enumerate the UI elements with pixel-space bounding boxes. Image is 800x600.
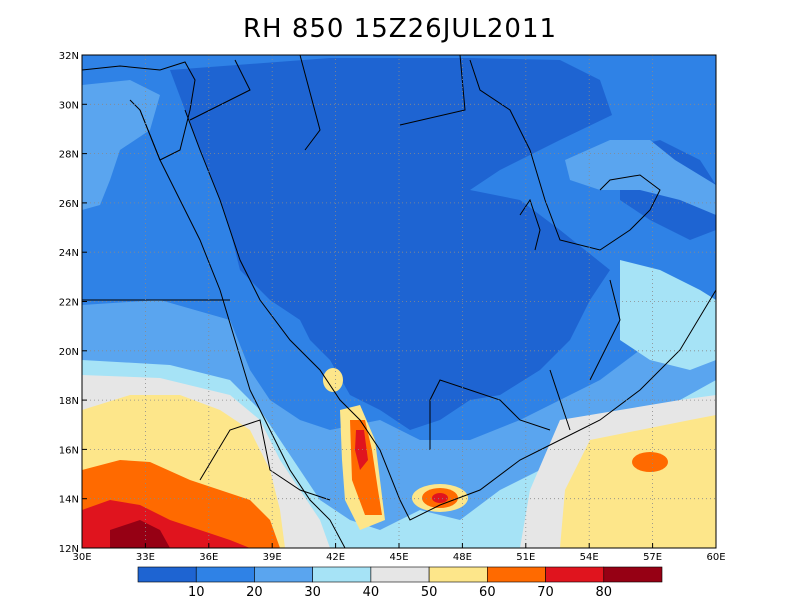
rh-20-30-patch-northeast: [565, 140, 716, 215]
colorbar-level-label: 20: [246, 585, 263, 600]
colorbar-level-label: 60: [479, 585, 496, 600]
lat-tick-label: 12N: [59, 544, 79, 555]
rh-70-80-patch-yemen: [432, 493, 448, 503]
lat-tick-label: 24N: [59, 248, 79, 259]
colorbar-swatch: [254, 566, 313, 583]
lat-tick-label: 14N: [59, 495, 79, 506]
lat-tick-label: 16N: [59, 445, 79, 456]
lon-tick-label: 45E: [389, 552, 408, 563]
colorbar-swatch: [137, 566, 197, 583]
rh-10-20-region: [170, 58, 612, 430]
lon-tick-label: 30E: [72, 552, 91, 563]
colorbar-swatch: [195, 566, 255, 583]
gridlines: [82, 55, 716, 548]
lat-tick-label: 30N: [59, 100, 79, 111]
colorbar-labels: 10 20 30 40 50 60 70 80: [188, 585, 612, 600]
rh-70-80-redsea: [355, 430, 368, 470]
lat-tick-label: 32N: [59, 51, 79, 62]
colorbar-level-label: 30: [304, 585, 321, 600]
lat-tick-label: 26N: [59, 199, 79, 210]
colorbar-level-label: 80: [596, 585, 613, 600]
lon-tick-label: 60E: [706, 552, 725, 563]
lon-tick-label: 42E: [326, 552, 345, 563]
colorbar-level-label: 10: [188, 585, 205, 600]
colorbar-swatch: [370, 566, 430, 583]
rh-field: [82, 55, 716, 548]
colorbar-level-label: 50: [421, 585, 438, 600]
lat-tick-label: 22N: [59, 298, 79, 309]
rh-30-40-east: [620, 260, 716, 370]
colorbar-level-label: 70: [537, 585, 554, 600]
lon-tick-label: 54E: [580, 552, 599, 563]
colorbar-swatch: [428, 566, 488, 583]
map-title: RH 850 15Z26JUL2011: [242, 14, 558, 44]
lat-tick-labels: 12N 14N 16N 18N 20N 22N 24N 26N 28N 30N 32N: [59, 51, 87, 555]
lat-tick-label: 20N: [59, 347, 79, 358]
lon-tick-label: 48E: [453, 552, 472, 563]
colorbar-swatch: [312, 566, 372, 583]
lon-tick-label: 33E: [136, 552, 155, 563]
lon-tick-label: 51E: [516, 552, 535, 563]
lat-tick-label: 18N: [59, 396, 79, 407]
lon-tick-labels: 30E 33E 36E 39E 42E 45E 48E 51E 54E 57E 60E: [72, 543, 726, 563]
rh-50-60-patch-18n: [323, 368, 343, 392]
lon-tick-label: 36E: [199, 552, 218, 563]
rh-50-60-east: [560, 415, 716, 548]
lon-tick-label: 57E: [643, 552, 662, 563]
colorbar-swatch: [545, 566, 605, 583]
colorbar-swatch: [603, 566, 663, 583]
lon-tick-label: 39E: [263, 552, 282, 563]
rh-80-plus-west: [110, 520, 170, 548]
lat-tick-label: 28N: [59, 150, 79, 161]
colorbar-level-label: 40: [363, 585, 380, 600]
colorbar: [137, 566, 663, 583]
rh-60-70-patch-east: [632, 452, 668, 472]
colorbar-swatch: [487, 566, 546, 583]
